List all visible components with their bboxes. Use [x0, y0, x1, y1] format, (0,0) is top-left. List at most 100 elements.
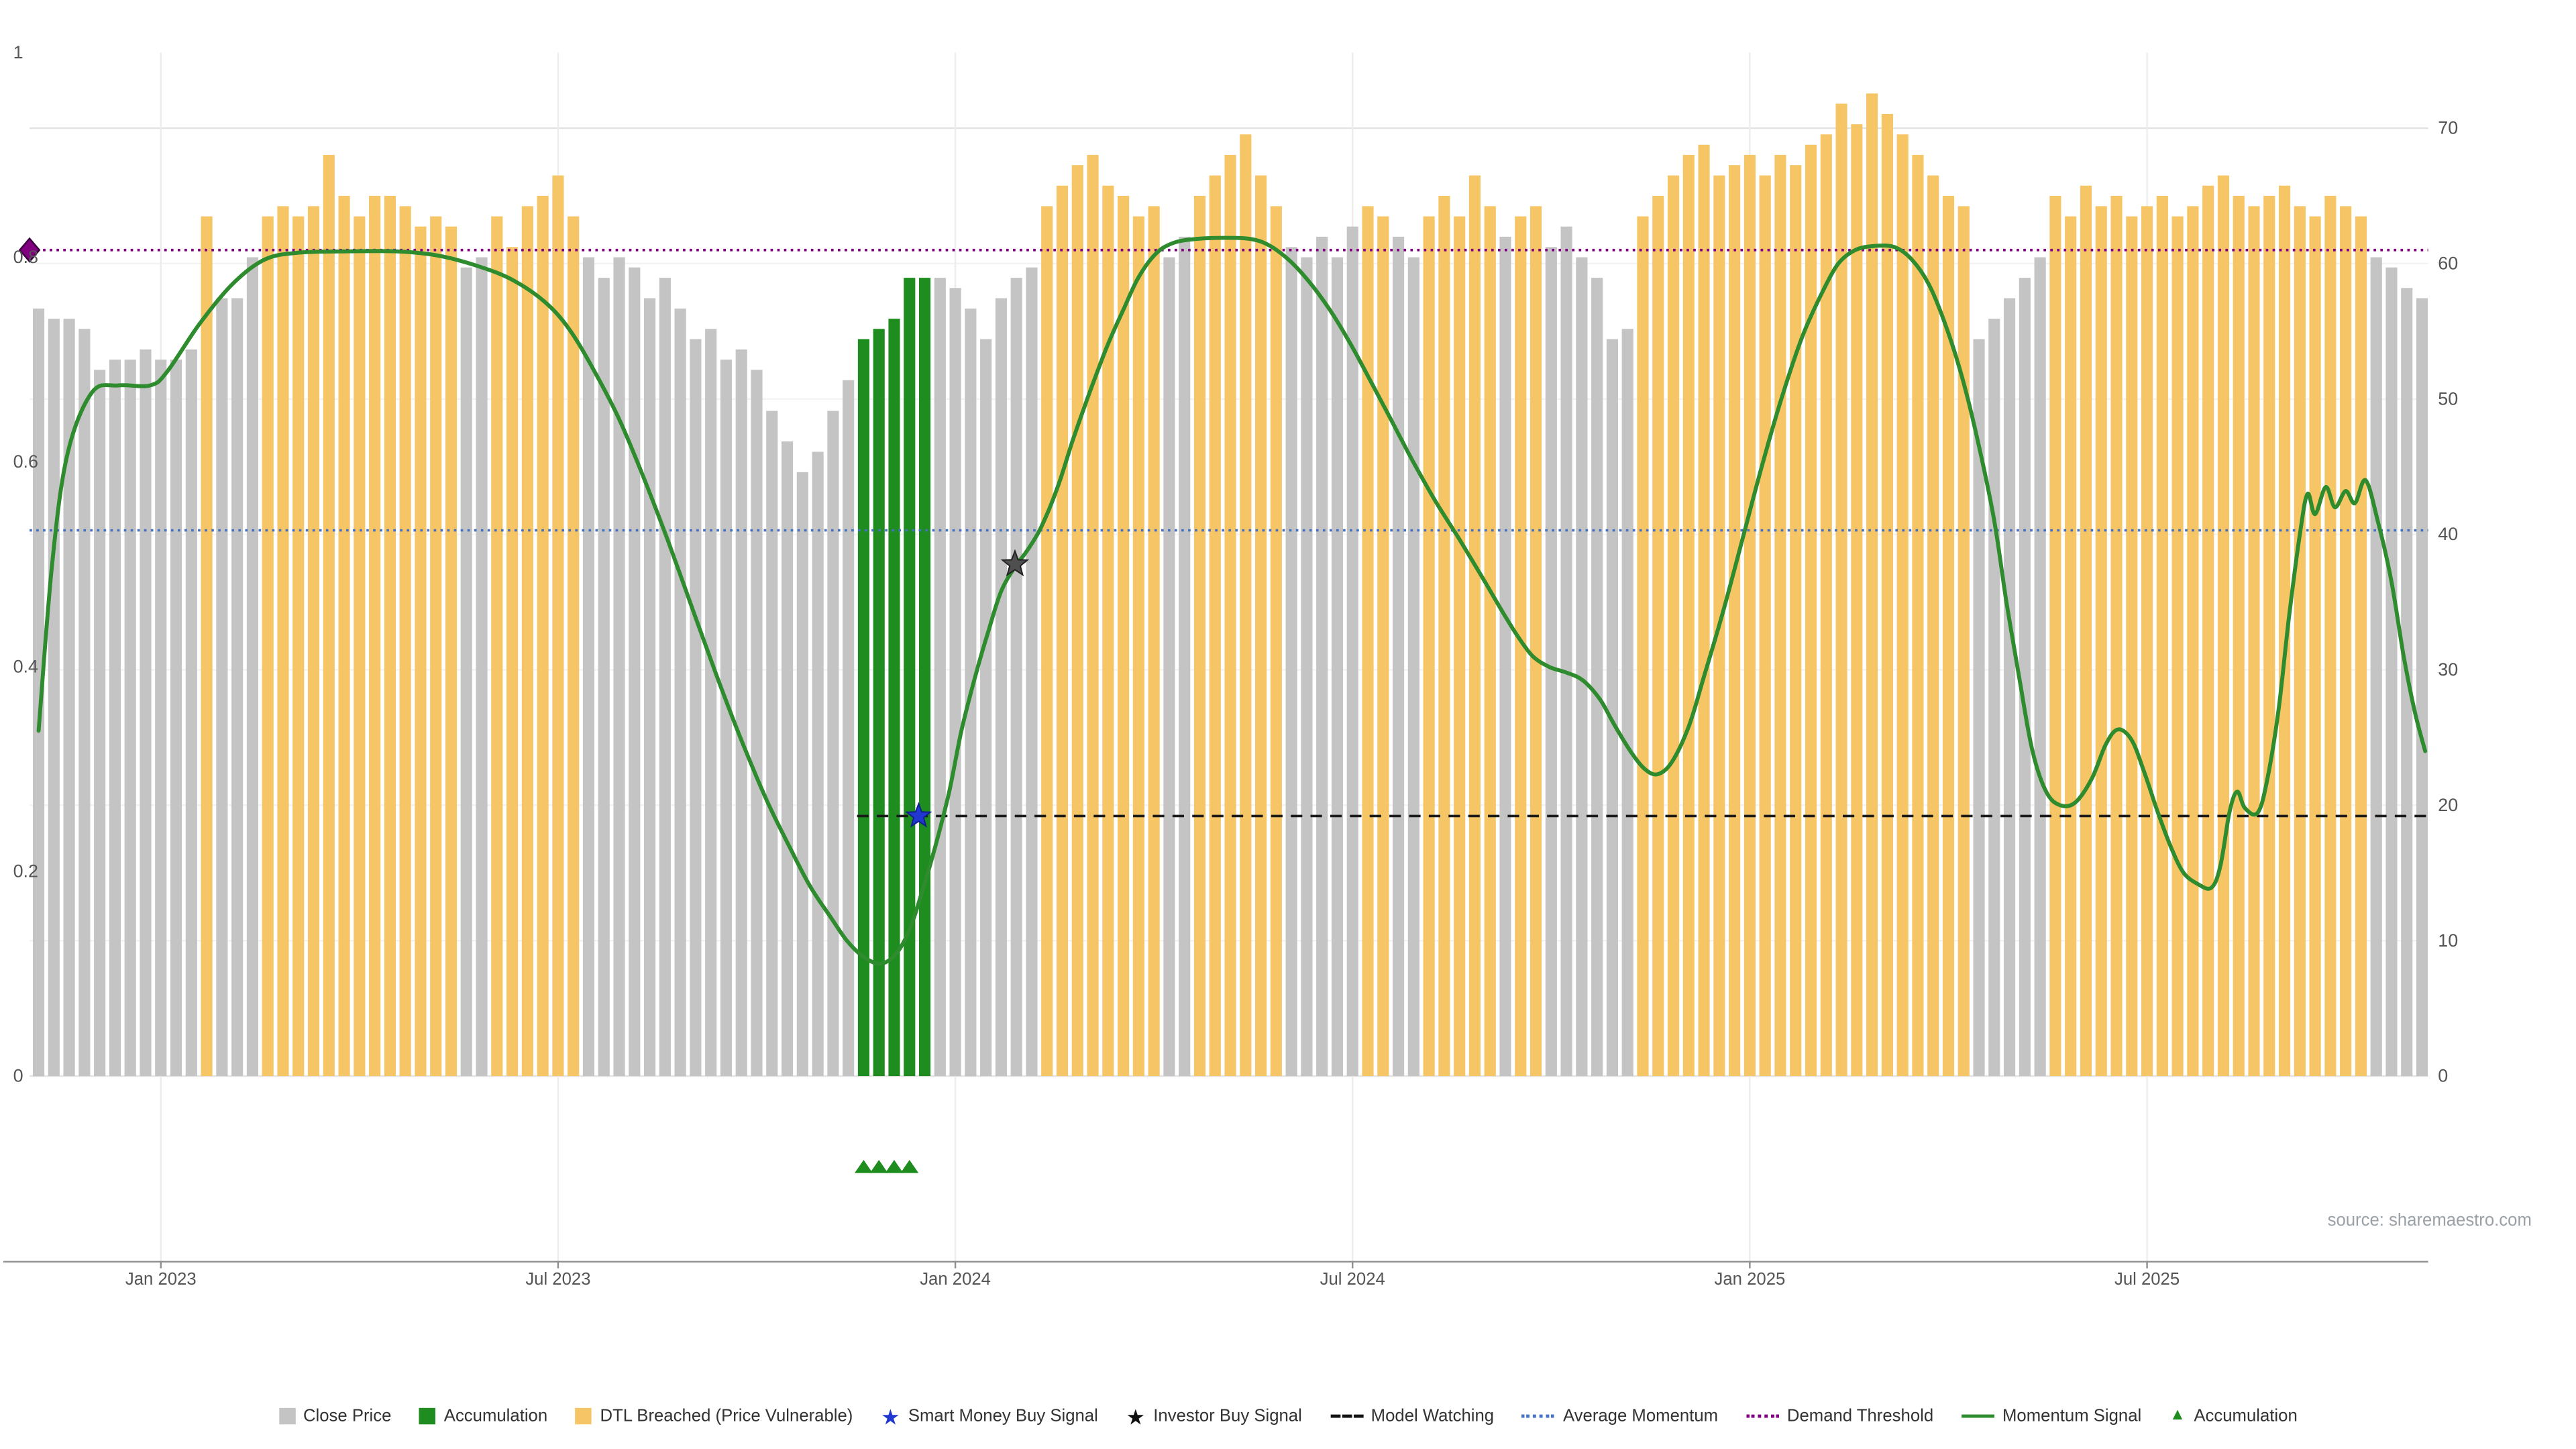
- left-axis-tick-label: 1: [13, 42, 23, 62]
- close-price-bar: [124, 360, 136, 1077]
- close-price-bar: [2034, 257, 2046, 1077]
- close-price-bar: [1606, 339, 1619, 1077]
- dtl-breached-bar: [1132, 216, 1144, 1077]
- dtl-breached-bar: [354, 216, 366, 1077]
- legend-dotted-line-icon: [1746, 1414, 1779, 1418]
- close-price-bar: [1545, 247, 1557, 1077]
- close-price-bar: [1285, 247, 1297, 1077]
- dtl-breached-bar: [2355, 216, 2367, 1077]
- legend-item-close-price: Close Price: [278, 1406, 391, 1426]
- close-price-bar: [155, 360, 167, 1077]
- dtl-breached-bar: [1362, 206, 1374, 1077]
- close-price-bar: [674, 308, 686, 1077]
- close-price-bar: [1301, 257, 1313, 1077]
- close-price-bar: [582, 257, 595, 1077]
- legend-square-icon: [419, 1407, 436, 1425]
- legend-item-model-watching: Model Watching: [1330, 1406, 1494, 1426]
- dtl-breached-bar: [1896, 134, 1909, 1077]
- dtl-breached-bar: [338, 195, 350, 1077]
- close-price-bar: [246, 257, 258, 1077]
- legend-star-icon: ★: [1126, 1403, 1146, 1429]
- close-price-bar: [1973, 339, 1985, 1077]
- momentum-chart: 1 0.8 0.6 0.4 0.2 0 70 60 50 40 30 20 10 0 Jan 2023 Jul…: [3, 42, 2532, 1289]
- close-price-bar: [827, 411, 839, 1077]
- close-price-bar: [1621, 329, 1633, 1077]
- close-price-bar: [63, 319, 75, 1077]
- legend-label: Accumulation: [443, 1406, 548, 1426]
- dtl-breached-bar: [2324, 195, 2337, 1077]
- close-price-bar: [2385, 267, 2398, 1077]
- dtl-breached-bar: [1041, 206, 1053, 1077]
- dtl-breached-bar: [1102, 185, 1114, 1077]
- momentum-signal-line: [36, 235, 2428, 966]
- dtl-breached-bar: [568, 216, 580, 1077]
- close-price-bar: [705, 329, 717, 1077]
- close-price-bar: [1331, 257, 1344, 1077]
- close-price-bar: [1346, 226, 1358, 1077]
- dtl-breached-bar: [2095, 206, 2107, 1077]
- right-axis-tick-label: 30: [2438, 659, 2458, 680]
- dtl-breached-bar: [2233, 195, 2245, 1077]
- close-price-bar: [1026, 267, 1038, 1077]
- dtl-breached-bar: [2110, 195, 2123, 1077]
- legend-label: Demand Threshold: [1786, 1406, 1934, 1426]
- close-price-bar: [751, 370, 763, 1077]
- dtl-breached-bar: [1484, 206, 1496, 1077]
- dtl-breached-bar: [369, 195, 381, 1077]
- dtl-breached-bar: [1255, 175, 1267, 1077]
- dtl-breached-bar: [415, 226, 427, 1077]
- close-price-bar: [476, 257, 488, 1077]
- dtl-breached-bar: [1835, 103, 1847, 1077]
- dtl-breached-bar: [1377, 216, 1389, 1077]
- close-price-bar: [460, 267, 472, 1077]
- accumulation-bar: [918, 278, 931, 1077]
- dtl-breached-bar: [1423, 216, 1435, 1077]
- legend-label: Investor Buy Signal: [1153, 1406, 1302, 1426]
- close-price-bar: [2416, 298, 2428, 1077]
- legend-label: Close Price: [303, 1406, 392, 1426]
- dtl-breached-bar: [307, 206, 320, 1077]
- dtl-breached-bar: [2202, 185, 2214, 1077]
- legend-item-accumulation: Accumulation: [419, 1406, 547, 1426]
- legend-square-icon: [278, 1407, 295, 1425]
- x-axis-tick-label: Jul 2025: [2114, 1270, 2180, 1289]
- close-price-bar: [629, 267, 641, 1077]
- left-axis-tick-label: 0.2: [13, 861, 38, 881]
- legend-item-dtl-breached-price-vulnerable: DTL Breached (Price Vulnerable): [575, 1406, 853, 1426]
- dtl-breached-bar: [1056, 185, 1069, 1077]
- dtl-breached-bar: [277, 206, 289, 1077]
- close-price-bar: [1179, 236, 1191, 1077]
- legend-triangle-icon: ▲: [2169, 1406, 2186, 1425]
- dtl-breached-bar: [1240, 134, 1252, 1077]
- dtl-breached-bar: [1912, 154, 1924, 1077]
- dtl-breached-bar: [1667, 175, 1680, 1077]
- close-price-bar: [1576, 257, 1588, 1077]
- right-axis-tick-label: 0: [2438, 1066, 2448, 1086]
- close-price-bar: [32, 308, 45, 1077]
- dtl-breached-bar: [491, 216, 503, 1077]
- dtl-breached-bar: [2065, 216, 2077, 1077]
- close-price-bar: [735, 349, 747, 1077]
- dtl-breached-bar: [1193, 195, 1206, 1077]
- legend-label: Average Momentum: [1562, 1406, 1719, 1426]
- right-axis-tick-label: 40: [2438, 524, 2458, 544]
- accumulation-bar: [857, 339, 870, 1077]
- close-price-bar: [720, 360, 733, 1077]
- dtl-breached-bar: [323, 154, 335, 1077]
- dtl-breached-bar: [292, 216, 305, 1077]
- close-price-bar: [949, 288, 961, 1077]
- close-price-bar: [1560, 226, 1572, 1077]
- dtl-breached-bar: [1148, 206, 1160, 1077]
- legend-item-smart-money-buy-signal: ★ Smart Money Buy Signal: [881, 1405, 1098, 1427]
- dtl-breached-bar: [1087, 154, 1099, 1077]
- dtl-breached-bar: [1805, 144, 1817, 1077]
- dtl-breached-bar: [1729, 165, 1741, 1077]
- close-price-bar: [1393, 236, 1405, 1077]
- close-price-bar: [995, 298, 1007, 1077]
- chart-legend: Close Price Accumulation DTL Breached (Pri…: [0, 1403, 2576, 1429]
- close-price-bar: [1316, 236, 1328, 1077]
- dtl-breached-bar: [2080, 185, 2092, 1077]
- dtl-breached-bar: [1759, 175, 1771, 1077]
- left-axis-tick-label: 0.4: [13, 656, 38, 676]
- dtl-breached-bar: [2126, 216, 2138, 1077]
